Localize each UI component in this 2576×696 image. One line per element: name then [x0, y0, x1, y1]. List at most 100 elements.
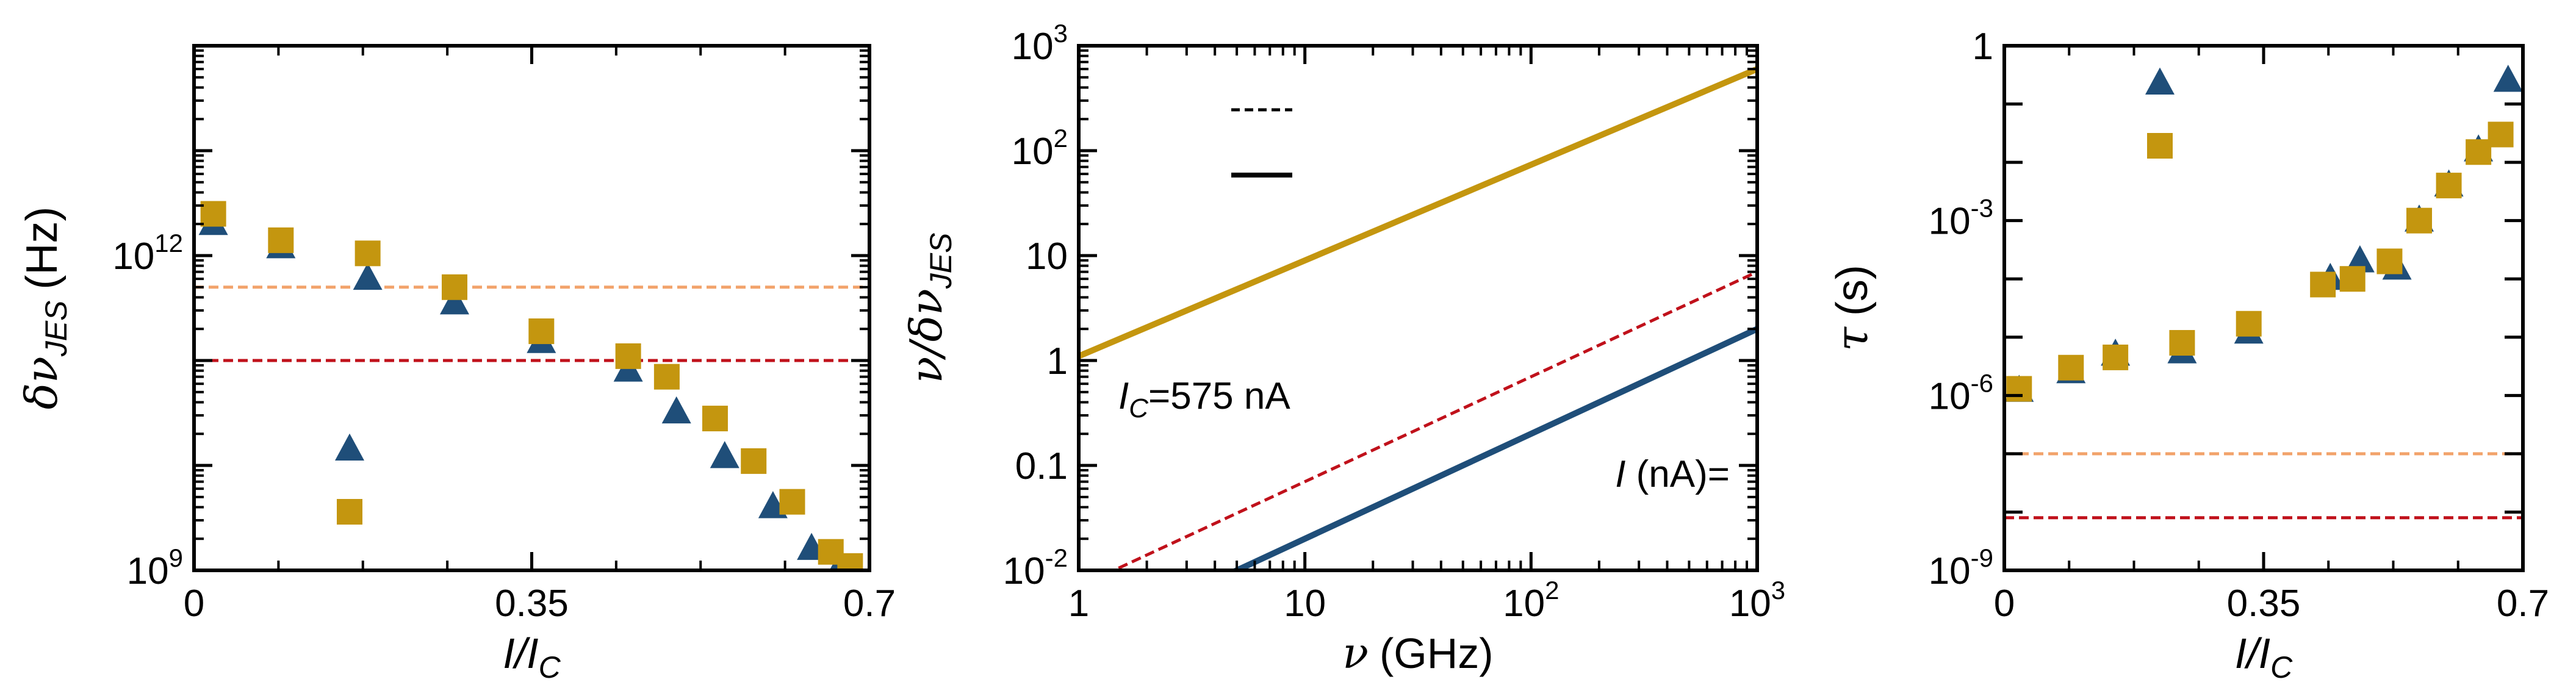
x-axis-symbol: I/I	[2235, 630, 2270, 677]
current-unit: (nA)=	[1625, 453, 1730, 495]
y-tick-label: 109	[127, 544, 183, 592]
y-axis-unit: (Hz)	[18, 207, 67, 290]
y-tick-label-base: 10	[1026, 235, 1068, 278]
y-tick-label: 102	[1012, 124, 1068, 173]
current-label: I (nA)=	[1615, 453, 1730, 495]
data-point-square	[528, 318, 555, 345]
data-point-square	[2058, 354, 2084, 381]
x-tick-label-base: 0.7	[2497, 583, 2549, 625]
data-point-square	[268, 227, 294, 253]
data-point-square	[702, 406, 728, 432]
x-tick-label-base: 10	[1503, 583, 1545, 625]
series-layer	[2004, 65, 2523, 402]
critical-current-symbol: I	[1118, 375, 1129, 417]
y-tick-label-base: 1	[1973, 26, 1993, 68]
data-point-square	[653, 364, 680, 390]
data-point-triangle	[661, 396, 691, 424]
x-tick-label: 103	[1729, 576, 1785, 625]
x-axis-symbol: ν	[1342, 628, 1369, 678]
x-tick-label-base: 0.35	[495, 583, 569, 625]
x-tick-label-exp: 3	[1771, 576, 1785, 605]
y-tick-label: 10-9	[1929, 544, 1993, 592]
x-axis-subscript: C	[2270, 650, 2293, 684]
x-tick-label-base: 0.35	[2227, 583, 2301, 625]
y-tick-label: 10-3	[1929, 194, 1993, 243]
data-point-square	[2339, 266, 2366, 292]
series-layer	[198, 201, 863, 570]
y-tick-label-base: 10	[1012, 26, 1054, 68]
data-point-square	[2310, 271, 2336, 298]
data-point-square	[200, 201, 226, 227]
y-axis-symbol: δν	[16, 356, 67, 409]
ticks: 0 0.35 0.710-910-610-31	[1929, 26, 2549, 625]
data-point-square	[2466, 139, 2492, 165]
x-tick-label: 0	[184, 583, 204, 625]
x-tick-label-exp: 2	[1545, 576, 1559, 605]
x-tick-label: 1	[1068, 583, 1089, 625]
y-tick-label: 1	[1973, 26, 1993, 68]
x-axis-symbol: I/I	[503, 630, 538, 677]
y-tick-label-exp: -2	[1045, 544, 1068, 572]
x-tick-label-base: 0	[1994, 583, 2015, 625]
legend-marker-triangle	[335, 433, 364, 461]
y-tick-label-base: 10	[1003, 550, 1045, 592]
legend-marker-square	[337, 499, 362, 525]
data-point-square	[741, 448, 767, 474]
x-tick-label-base: 10	[1729, 583, 1771, 625]
data-point-square	[615, 343, 641, 369]
y-tick-label: 1012	[112, 229, 183, 278]
x-tick-label: 10	[1284, 583, 1326, 625]
y-tick-label-base: 10	[1929, 201, 1971, 243]
x-tick-label: 0.35	[495, 583, 569, 625]
x-axis-label: I/IC	[503, 630, 561, 684]
data-point-square	[2236, 310, 2262, 337]
y-tick-label-exp: -6	[1971, 368, 1993, 397]
y-tick-label-exp: 9	[169, 544, 183, 572]
data-point-triangle	[353, 262, 383, 290]
y-tick-label: 10-2	[1003, 544, 1068, 592]
y-tick-label-exp: -9	[1971, 544, 1993, 572]
data-point-square	[837, 553, 863, 570]
data-point-square	[2376, 248, 2403, 274]
y-tick-label: 0.1	[1015, 445, 1068, 487]
x-axis-unit: (GHz)	[1380, 630, 1494, 677]
critical-current-subscript: C	[1129, 393, 1149, 423]
x-tick-label: 0.7	[843, 583, 896, 625]
x-tick-label-base: 1	[1068, 583, 1089, 625]
data-point-square	[779, 489, 805, 515]
current-symbol: I	[1615, 453, 1625, 495]
y-tick-label-exp: 12	[154, 229, 183, 257]
y-tick-label-base: 10	[1012, 131, 1054, 173]
data-point-square	[441, 274, 467, 300]
series-line-370	[1079, 66, 1757, 359]
y-tick-label-exp: 2	[1054, 124, 1068, 152]
panel-c: 0 0.35 0.710-910-610-31I/ICτ(s)	[1826, 26, 2549, 684]
y-tick-label: 10	[1026, 235, 1068, 278]
x-tick-label: 0.7	[2497, 583, 2549, 625]
y-axis-subscript: JES	[39, 301, 73, 357]
y-axis-label: τ (s)	[1826, 265, 1877, 351]
x-tick-label-base: 0.7	[843, 583, 896, 625]
series-line-15	[1229, 326, 1757, 570]
y-tick-label-exp: -3	[1971, 194, 1993, 223]
series-line-dashed-1	[1110, 270, 1757, 570]
y-tick-label-base: 1	[1047, 340, 1068, 382]
y-tick-label-base: 0.1	[1015, 445, 1068, 487]
data-point-square	[2103, 344, 2129, 370]
data-point-triangle	[439, 287, 469, 315]
axes-frame	[2002, 44, 2525, 572]
legend-marker-triangle	[2145, 67, 2175, 95]
data-point-square	[2169, 330, 2195, 356]
y-tick-label: 10-6	[1929, 368, 1993, 417]
y-axis-unit: (s)	[1828, 265, 1877, 316]
x-axis-label: I/IC	[2235, 630, 2293, 684]
data-point-square	[2006, 376, 2032, 402]
y-axis-label: δνJES (Hz)	[16, 207, 73, 410]
y-tick-label-base: 10	[127, 550, 169, 592]
y-tick-label: 103	[1012, 19, 1068, 68]
x-tick-label-base: 0	[184, 583, 204, 625]
